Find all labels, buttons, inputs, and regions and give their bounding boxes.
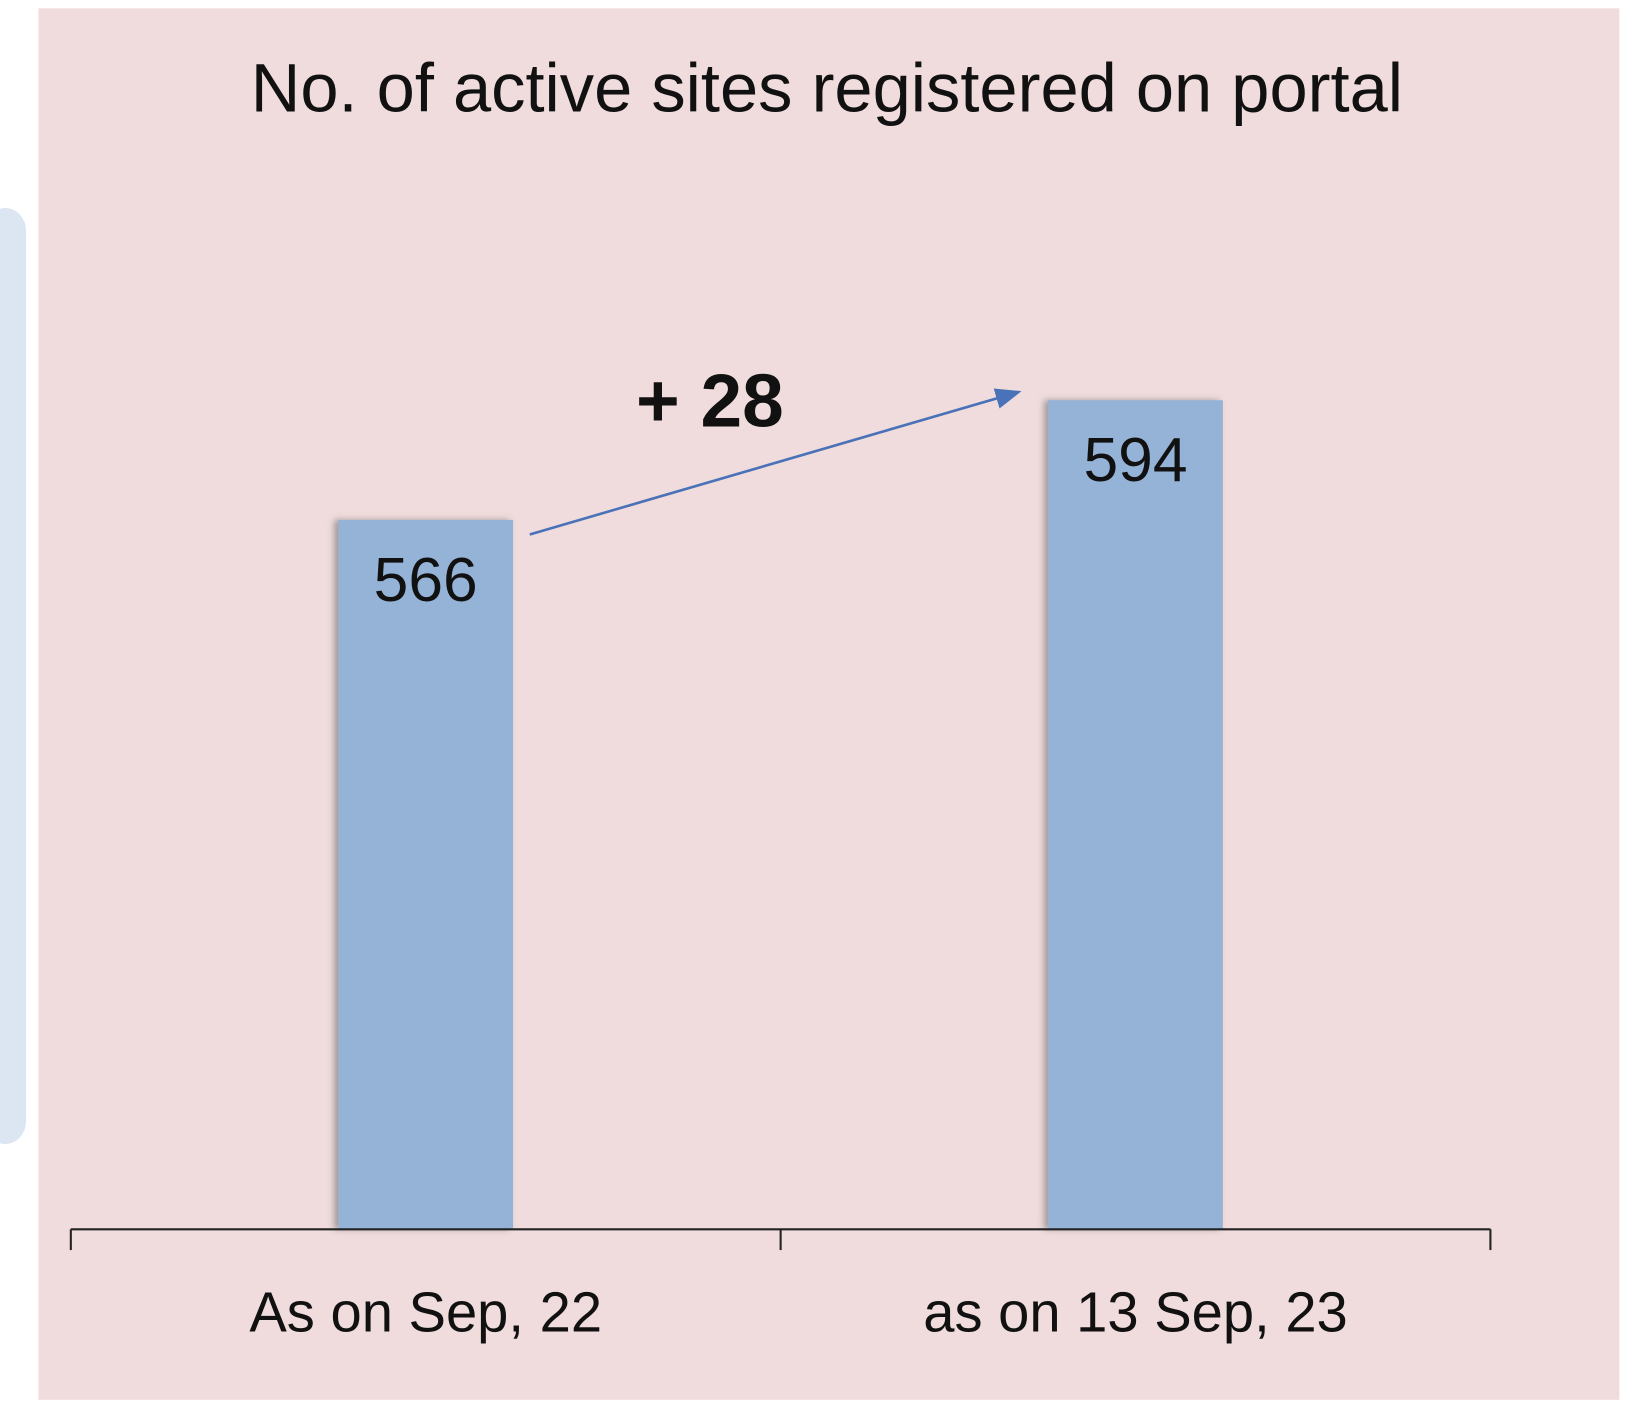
x-tick-label: as on 13 Sep, 23 [923, 1280, 1348, 1343]
data-label: 566 [374, 546, 478, 615]
change-arrow [529, 388, 1022, 536]
data-label: 594 [1083, 426, 1187, 495]
annotation: + 28 [636, 358, 784, 442]
chart-background [38, 8, 1620, 1400]
chart-title: No. of active sites registered on portal [250, 48, 1403, 126]
bar [1048, 400, 1223, 1230]
x-tick-label: As on Sep, 22 [249, 1280, 602, 1343]
side-panel [0, 208, 27, 1144]
bar [338, 519, 514, 1230]
title-box: No. of active sites registered on portal [250, 48, 1403, 126]
